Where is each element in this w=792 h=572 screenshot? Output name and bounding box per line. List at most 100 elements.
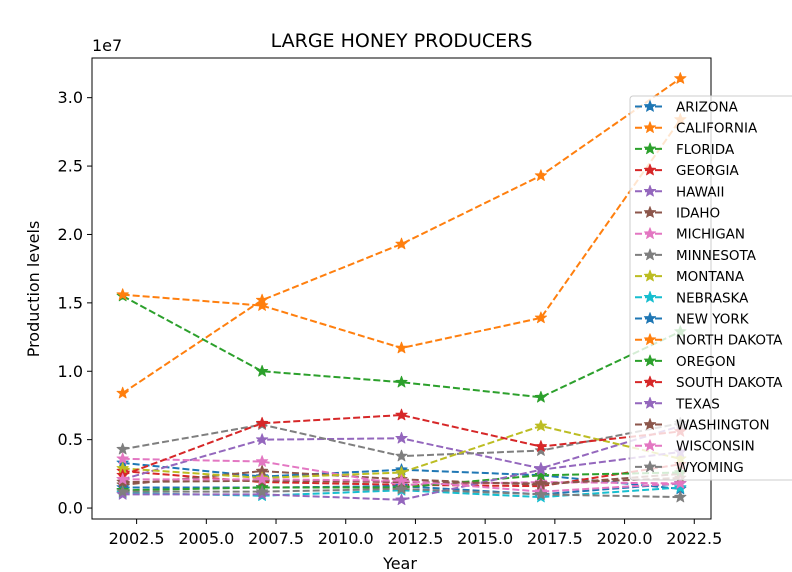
legend-label: IDAHO [676, 206, 720, 222]
y-axis: 0.0 0.5 1.0 1.5 2.0 2.5 3.0 [58, 88, 92, 518]
y-tick-label: 2.0 [58, 225, 83, 244]
y-axis-label: Production levels [24, 221, 43, 358]
series-line-montana [122, 424, 681, 479]
legend-item-washington: WASHINGTON [635, 418, 770, 434]
data-point-texas [395, 493, 408, 506]
legend-label: GEORGIA [676, 163, 739, 179]
x-tick-label: 2005.0 [178, 529, 234, 548]
y-tick-label: 2.5 [58, 157, 83, 176]
legend-label: MICHIGAN [676, 227, 745, 243]
legend-item-california: CALIFORNIA [635, 121, 758, 137]
legend-item-arizona: ARIZONA [635, 100, 739, 116]
data-point-wyoming [534, 487, 548, 500]
x-tick-label: 2010.0 [318, 529, 374, 548]
data-point-california [674, 72, 687, 84]
legend-item-wyoming: WYOMING [635, 460, 744, 476]
legend-item-idaho: IDAHO [635, 206, 720, 222]
legend-marker [643, 354, 657, 367]
data-point-north-dakota [534, 311, 548, 324]
series-line-oregon [122, 471, 681, 492]
legend-item-michigan: MICHIGAN [635, 227, 745, 243]
legend-marker [643, 460, 657, 473]
y-tick-label: 0.0 [58, 499, 83, 518]
legend-label: MONTANA [676, 269, 745, 285]
x-tick-label: 2002.5 [109, 529, 165, 548]
chart-title: LARGE HONEY PRODUCERS [271, 30, 533, 52]
x-tick-label: 2017.5 [527, 529, 583, 548]
data-point-wyoming [395, 482, 408, 495]
legend-item-new-york: NEW YORK [635, 312, 750, 328]
x-axis-label: Year [382, 554, 417, 572]
data-point-south-dakota [395, 408, 408, 421]
data-point-florida [534, 390, 548, 403]
data-point-minnesota [116, 442, 129, 455]
data-point-florida [395, 375, 408, 388]
legend-label: NEBRASKA [676, 290, 749, 306]
data-point-minnesota [395, 449, 408, 462]
data-point-north-dakota [395, 341, 408, 354]
legend-marker [643, 312, 657, 324]
y-offset-label: 1e7 [92, 36, 122, 55]
data-point-north-dakota [116, 288, 129, 300]
data-point-wyoming [116, 485, 129, 497]
legend-label: HAWAII [676, 184, 724, 200]
legend-item-georgia: GEORGIA [635, 163, 739, 179]
legend-label: NORTH DAKOTA [676, 333, 783, 349]
x-tick-label: 2022.5 [666, 529, 722, 548]
series-line-washington [122, 476, 681, 485]
data-point-south-dakota [255, 416, 269, 429]
x-tick-label: 2020.0 [597, 529, 653, 548]
data-point-montana [534, 419, 548, 432]
legend-item-south-dakota: SOUTH DAKOTA [635, 375, 783, 391]
legend-item-minnesota: MINNESOTA [635, 248, 757, 264]
data-point-north-dakota [255, 299, 269, 311]
data-point-wyoming [255, 485, 269, 497]
series-layer [116, 72, 687, 506]
legend-label: OREGON [676, 354, 736, 370]
legend-marker [643, 375, 657, 388]
x-tick-label: 2015.0 [457, 529, 513, 548]
legend-label: WASHINGTON [676, 418, 770, 434]
legend-marker [643, 333, 657, 345]
legend-item-north-dakota: NORTH DAKOTA [635, 333, 783, 349]
y-tick-label: 1.5 [58, 293, 83, 312]
x-tick-label: 2012.5 [387, 529, 443, 548]
legend-label: WYOMING [676, 460, 744, 476]
x-axis: 2002.5 2005.0 2007.5 2010.0 2012.5 2015.0 2017… [109, 519, 722, 548]
data-point-wisconsin [674, 477, 687, 489]
data-point-wyoming [674, 490, 687, 503]
data-point-florida [255, 364, 269, 377]
data-point-california [395, 237, 408, 250]
legend-label: ARIZONA [676, 100, 739, 116]
x-tick-label: 2007.5 [248, 529, 304, 548]
series-line-wisconsin [122, 478, 681, 493]
series-line-wyoming [122, 487, 681, 499]
legend-label: CALIFORNIA [676, 121, 758, 137]
y-tick-label: 3.0 [58, 88, 83, 107]
data-point-nebraska [674, 481, 687, 493]
legend-marker [643, 248, 657, 261]
legend-marker [643, 227, 657, 239]
data-point-minnesota [534, 444, 548, 456]
legend-marker [643, 121, 657, 133]
legend-marker [643, 418, 657, 430]
legend-item-montana: MONTANA [635, 269, 745, 285]
legend-item-hawaii: HAWAII [635, 184, 724, 200]
data-point-south-dakota [534, 440, 548, 452]
legend-marker [643, 206, 657, 218]
data-point-michigan [255, 455, 269, 467]
legend-item-oregon: OREGON [635, 354, 736, 370]
data-point-hawaii [255, 433, 269, 445]
y-tick-label: 1.0 [58, 362, 83, 381]
series-wyoming [116, 482, 687, 503]
legend-label: TEXAS [675, 396, 720, 412]
legend-item-wisconsin: WISCONSIN [635, 439, 755, 455]
legend-label: WISCONSIN [676, 439, 755, 455]
legend-label: FLORIDA [676, 142, 735, 158]
legend-marker [643, 163, 657, 176]
legend-box [629, 95, 792, 481]
data-point-hawaii [395, 431, 408, 444]
legend: ARIZONA CALIFORNIA FLORIDA GEORGIA HAWAII IDA… [629, 95, 792, 481]
data-point-wisconsin [116, 472, 129, 485]
